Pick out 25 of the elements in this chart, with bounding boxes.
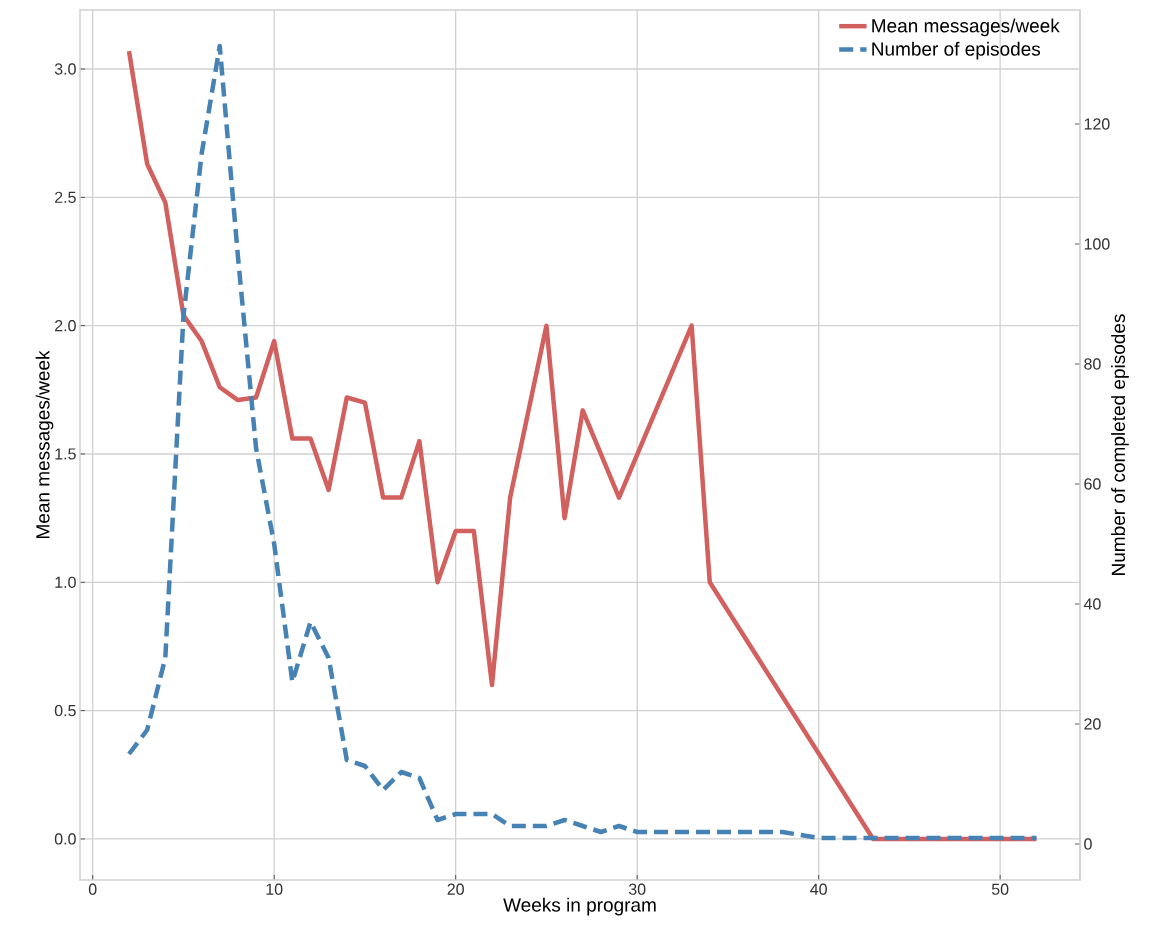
x-axis-title: Weeks in program (503, 897, 656, 916)
y2-tick-label: 0 (1084, 838, 1092, 850)
y2-tick-label: 40 (1083, 598, 1101, 610)
legend-label: Mean messages/week (872, 18, 1060, 37)
y2-tick-label: 120 (1084, 118, 1110, 130)
x-tick-label: 30 (628, 883, 646, 895)
y2-tick-label: 100 (1084, 238, 1110, 250)
y-tick-label: 0.5 (54, 704, 76, 717)
y2-tick-label: 80 (1084, 358, 1101, 370)
y-tick-label: 2.0 (55, 320, 76, 332)
y-tick-label: 3.0 (54, 63, 76, 75)
y2-tick-label: 60 (1084, 478, 1101, 490)
y2-tick-label: 20 (1084, 718, 1101, 730)
y-tick-label: 1.5 (55, 448, 76, 460)
y-tick-label: 1.0 (55, 576, 76, 588)
x-tick-label: 40 (810, 883, 827, 895)
y-tick-label: 2.5 (55, 191, 76, 203)
y-tick-label: 0.0 (54, 833, 76, 845)
x-tick-label: 10 (266, 883, 283, 895)
y2-axis-title: Number of completed episodes (1111, 314, 1129, 575)
x-tick-label: 20 (447, 883, 464, 895)
x-tick-label: 50 (991, 883, 1009, 895)
legend-label: Number of episodes (872, 41, 1041, 60)
x-tick-label: 0 (88, 883, 97, 895)
y-axis-title: Mean messages/week (35, 350, 54, 538)
